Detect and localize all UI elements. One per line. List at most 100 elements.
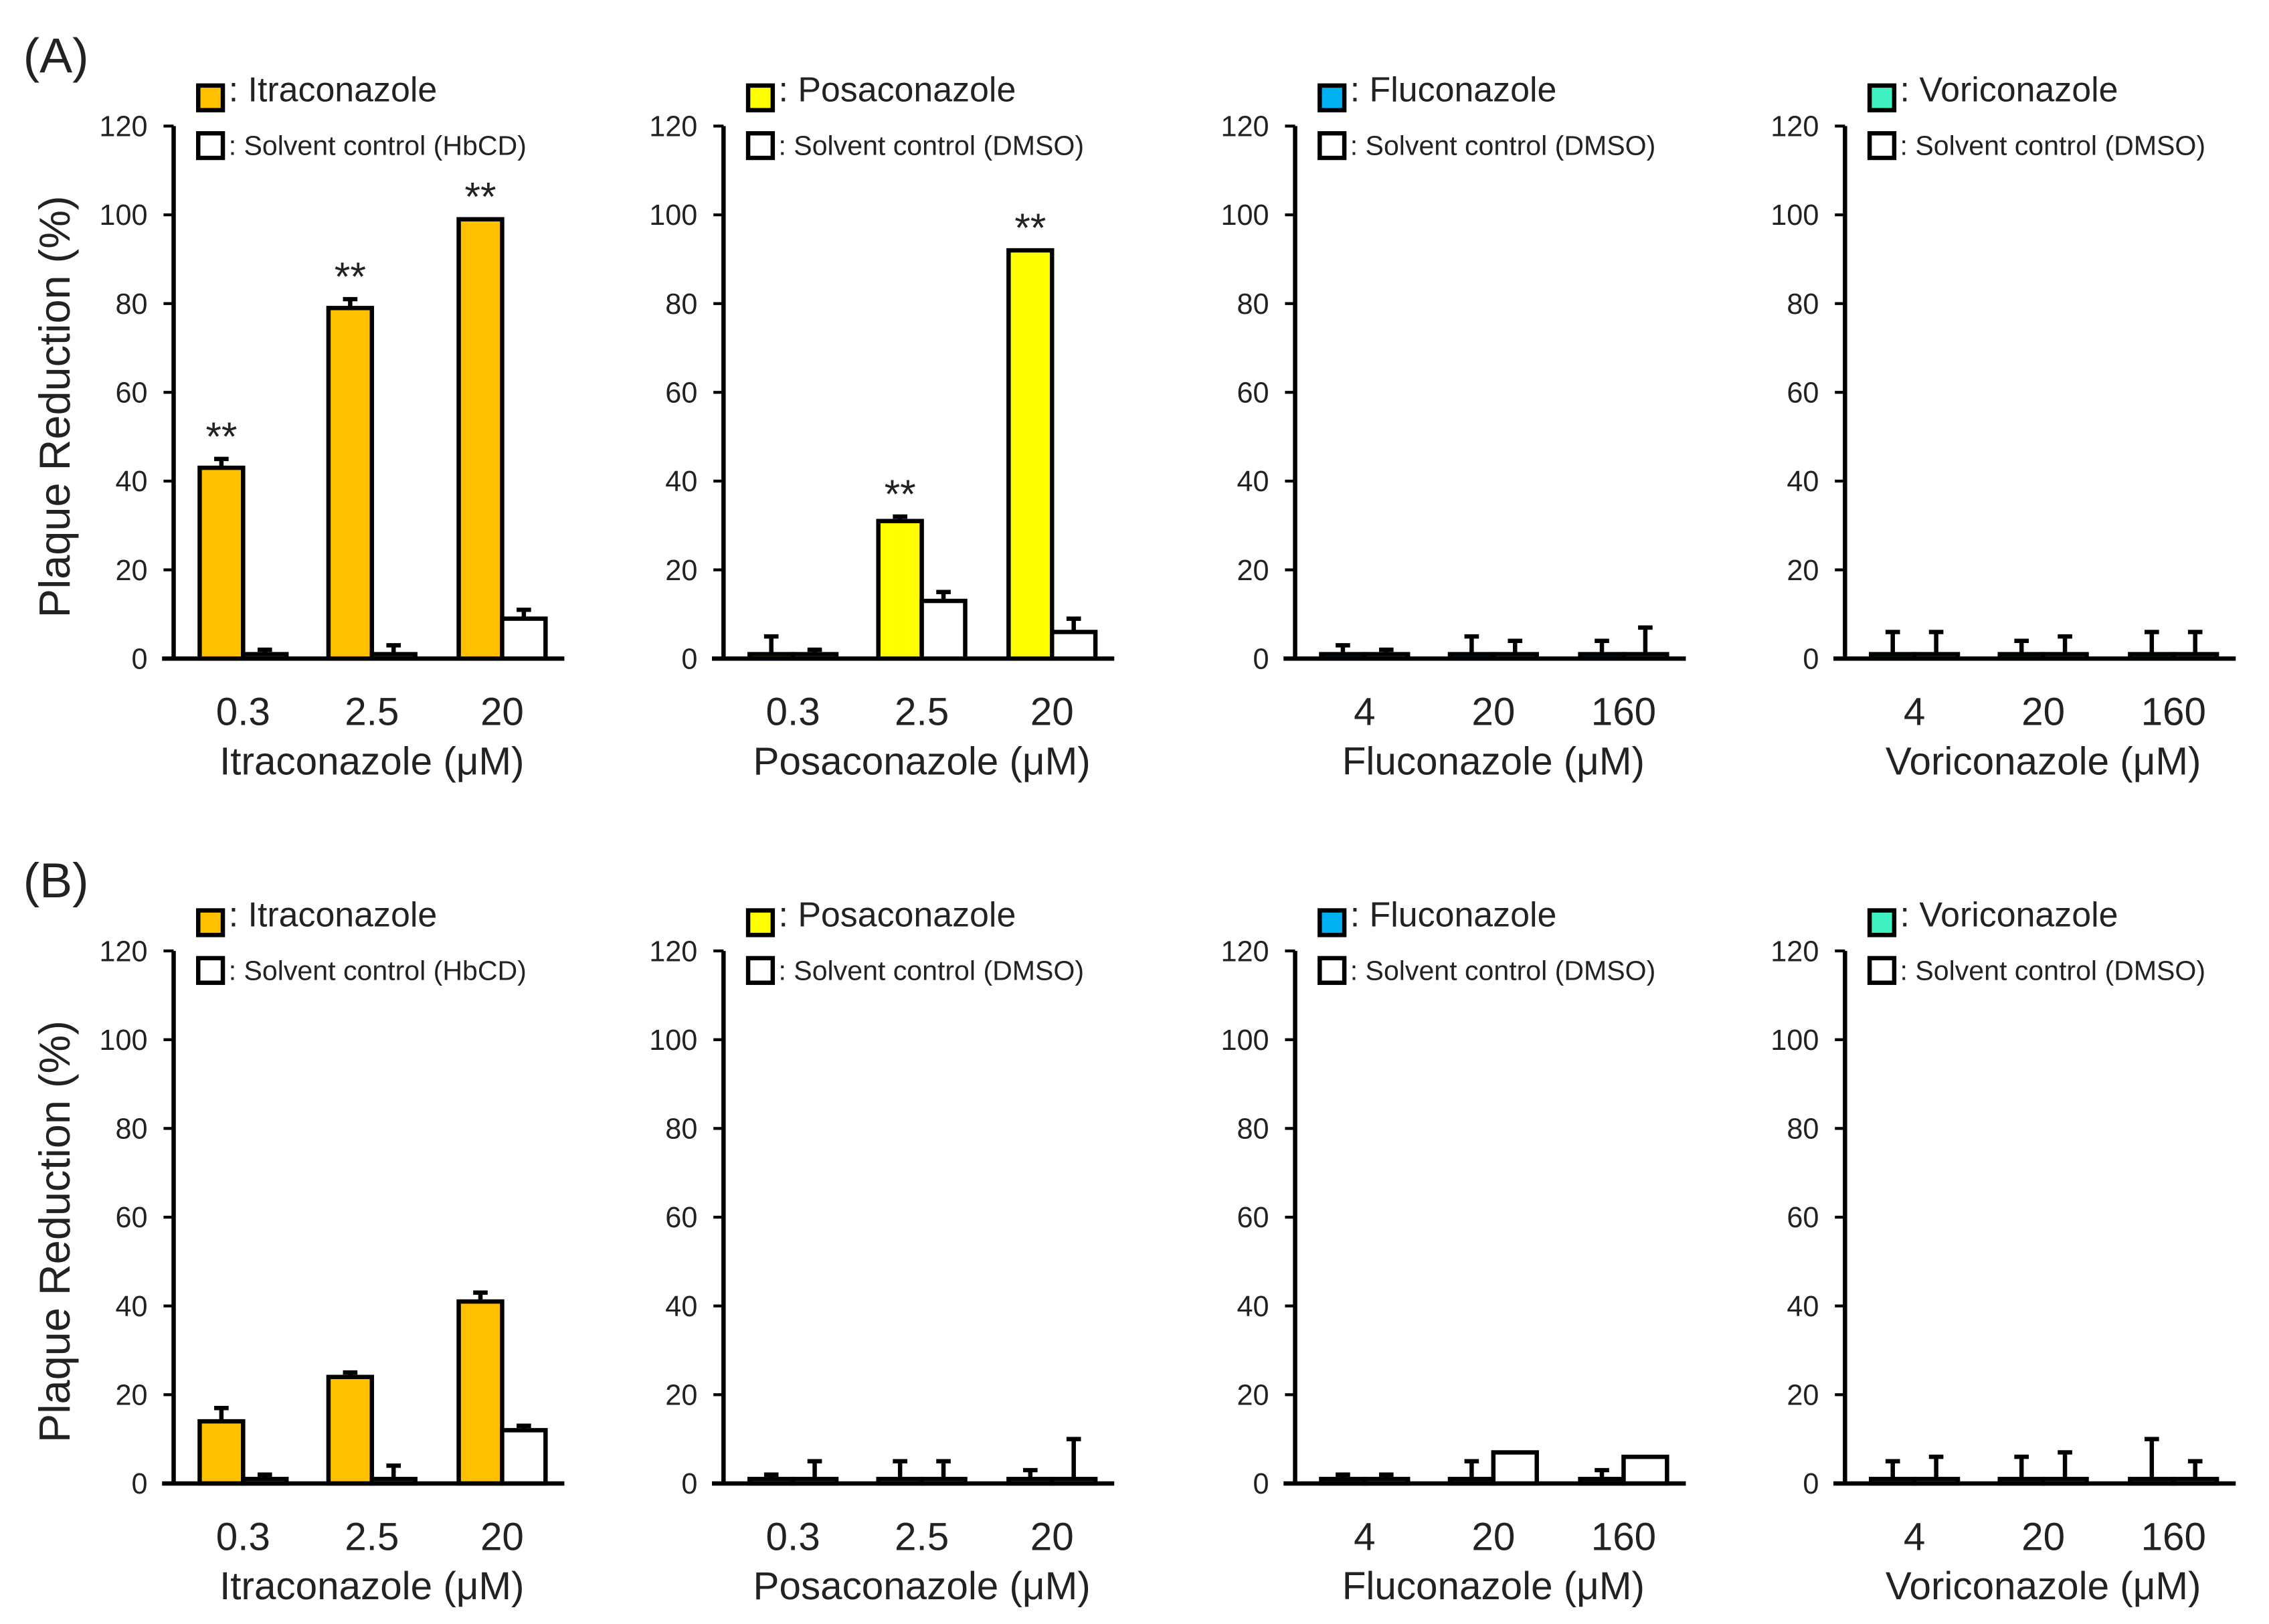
chart-b-itraconazole: 0 20 40 60 80 100 120 Plaque Reduction (%): Itr…	[30, 895, 565, 1608]
y-tick-label: 80	[1787, 1113, 1819, 1146]
x-tick-label: 2.5	[895, 691, 949, 734]
x-axis-label: Fluconazole (μM)	[1342, 1564, 1645, 1608]
x-axis-label: Posaconazole (μM)	[753, 1564, 1091, 1608]
legend-label-drug: : Itraconazole	[229, 70, 438, 109]
bar-solvent	[241, 1477, 289, 1486]
y-tick-label: 0	[1803, 643, 1819, 675]
legend-swatch-solvent	[1318, 130, 1347, 161]
x-tick-label: 20	[1471, 691, 1515, 734]
legend-label-drug: : Itraconazole	[229, 895, 438, 933]
x-tick-label: 2.5	[895, 1515, 949, 1558]
y-tick-label: 120	[1771, 111, 1819, 143]
y-tick-label: 0	[1253, 643, 1269, 675]
significance-marker: **	[205, 414, 237, 459]
bar-drug	[747, 1477, 796, 1486]
y-tick-label: 40	[115, 466, 147, 498]
y-tick-label: 80	[115, 288, 147, 321]
bar-solvent	[369, 1477, 418, 1486]
bar-drug	[1447, 652, 1496, 661]
chart-b-fluconazole: 0 20 40 60 80 100 120: Fluconazole: Solvent co…	[1220, 895, 1686, 1608]
bar-solvent	[1912, 652, 1961, 661]
bar-drug	[456, 1299, 505, 1486]
y-tick-label: 120	[1771, 935, 1819, 968]
y-tick-label: 20	[115, 1379, 147, 1411]
legend-label-solvent: : Solvent control (DMSO)	[778, 130, 1084, 161]
legend-swatch-solvent	[1318, 956, 1347, 985]
y-axis-label: Plaque Reduction (%)	[30, 195, 79, 618]
y-tick-label: 40	[1237, 466, 1269, 498]
x-tick-label: 160	[2141, 691, 2206, 734]
bar-solvent	[2041, 652, 2089, 661]
y-tick-label: 60	[1787, 377, 1819, 409]
y-tick-label: 100	[99, 199, 147, 232]
y-tick-label: 120	[99, 111, 147, 143]
significance-marker: **	[335, 254, 366, 299]
y-tick-label: 120	[1220, 111, 1269, 143]
bar-drug	[1869, 1477, 1917, 1486]
bar-drug	[326, 1374, 375, 1486]
x-axis-label: Voriconazole (μM)	[1886, 1564, 2201, 1608]
bar-drug	[747, 652, 796, 661]
y-tick-label: 80	[1237, 1113, 1269, 1146]
legend-label-drug: : Voriconazole	[1900, 895, 2118, 933]
chart-a-posaconazole: 0 20 40 60 80 100 120: Posaconazole: Solvent c…	[649, 70, 1115, 783]
chart-a-fluconazole: 0 20 40 60 80 100 120: Fluconazole: Solvent co…	[1220, 70, 1686, 783]
legend-label-solvent: : Solvent control (DMSO)	[1900, 955, 2206, 986]
y-tick-label: 100	[649, 1024, 697, 1057]
significance-marker: **	[885, 471, 916, 517]
x-tick-label: 160	[2141, 1515, 2206, 1558]
legend-swatch-solvent	[196, 130, 225, 161]
bar-drug	[1006, 248, 1055, 661]
x-tick-label: 0.3	[766, 691, 820, 734]
bar-solvent	[500, 616, 548, 661]
y-axis-label: Plaque Reduction (%)	[30, 1020, 79, 1443]
x-tick-label: 20	[2021, 1515, 2065, 1558]
chart-a-voriconazole: 0 20 40 60 80 100 120: Voriconazole: Solvent c…	[1771, 70, 2236, 783]
bar-solvent	[2171, 652, 2219, 661]
bar-solvent	[2171, 1477, 2219, 1486]
y-tick-label: 40	[115, 1291, 147, 1323]
x-tick-label: 0.3	[216, 691, 270, 734]
bar-solvent	[1049, 630, 1098, 661]
bar-solvent	[790, 1477, 839, 1486]
significance-marker: **	[464, 174, 496, 219]
x-tick-label: 20	[480, 1515, 524, 1558]
legend-label-solvent: : Solvent control (HbCD)	[229, 955, 527, 986]
bar-drug	[1869, 652, 1917, 661]
bar-drug	[1578, 1477, 1626, 1486]
y-tick-label: 60	[665, 377, 697, 409]
x-axis-label: Fluconazole (μM)	[1342, 739, 1645, 783]
y-tick-label: 40	[1237, 1291, 1269, 1323]
y-tick-label: 100	[1771, 199, 1819, 232]
y-tick-label: 0	[132, 1468, 148, 1500]
bar-solvent	[1362, 1477, 1411, 1486]
legend-swatch-solvent	[1867, 956, 1897, 985]
panel-label-b: (B)	[23, 852, 89, 908]
y-tick-label: 0	[681, 1468, 697, 1500]
y-tick-label: 20	[665, 1379, 697, 1411]
legend-swatch-drug	[1318, 83, 1347, 112]
y-tick-label: 100	[1220, 1024, 1269, 1057]
y-tick-label: 80	[1237, 288, 1269, 321]
bar-drug	[1319, 1477, 1367, 1486]
bar-drug	[197, 1419, 246, 1486]
legend-swatch-drug	[745, 83, 776, 112]
legend-swatch-solvent	[1867, 130, 1897, 161]
y-tick-label: 80	[115, 1113, 147, 1146]
x-tick-label: 160	[1591, 691, 1656, 734]
x-tick-label: 4	[1354, 1515, 1375, 1558]
bar-drug	[2128, 1477, 2176, 1486]
y-tick-label: 20	[1787, 555, 1819, 587]
legend-swatch-drug	[1867, 83, 1897, 112]
bar-solvent	[2041, 1477, 2089, 1486]
chart-b-posaconazole: 0 20 40 60 80 100 120: Posaconazole: Solvent c…	[649, 895, 1115, 1608]
y-tick-label: 60	[115, 377, 147, 409]
y-tick-label: 100	[99, 1024, 147, 1057]
bar-drug	[1447, 1477, 1496, 1486]
legend-label-solvent: : Solvent control (DMSO)	[1900, 130, 2206, 161]
bar-solvent	[1049, 1477, 1098, 1486]
y-tick-label: 40	[1787, 1291, 1819, 1323]
chart-a-itraconazole: 0 20 40 60 80 100 120 Plaque Reduction (%): Itr…	[30, 70, 565, 783]
bar-drug	[2128, 652, 2176, 661]
